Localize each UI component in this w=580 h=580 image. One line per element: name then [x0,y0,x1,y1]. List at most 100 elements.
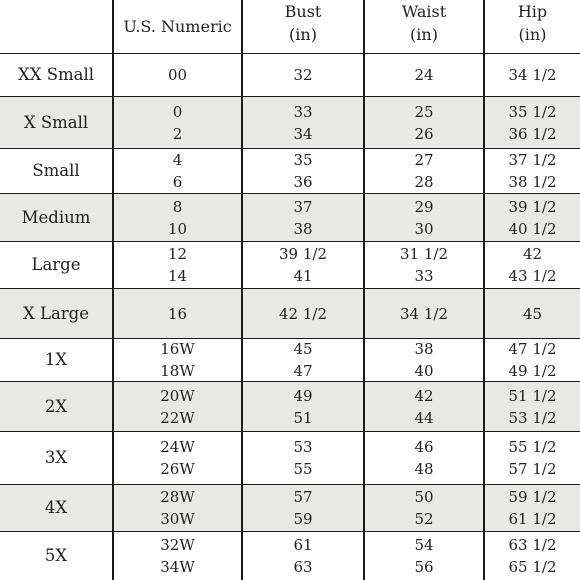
size-label-cell: Large [0,242,112,288]
numeric-value: 8 [172,197,183,216]
bust-value: 38 [293,219,313,238]
header-row: U.S. Numeric Bust (in) Waist (in) Hip (i… [0,0,580,54]
size-label: X Large [23,303,89,323]
table-row: XX Small 00 32 24 34 1/2 [0,54,580,97]
table-row: Medium 8 10 37 38 29 30 39 1/2 40 1/2 [0,194,580,242]
size-label-cell: X Large [0,289,112,338]
hip-value: 40 1/2 [508,219,557,238]
hip-cell: 37 1/2 38 1/2 [485,149,580,193]
size-label: 2X [44,396,68,416]
hip-value: 49 1/2 [508,362,557,380]
hip-cell: 42 43 1/2 [485,242,580,288]
hip-cell: 63 1/2 65 1/2 [485,532,580,580]
hip-cell: 39 1/2 40 1/2 [485,194,580,241]
bust-value: 45 [293,340,313,358]
size-label: Large [31,255,81,274]
waist-value: 24 [414,66,434,84]
size-label-cell: 3X [0,432,112,484]
header-waist-unit: (in) [410,25,438,44]
numeric-cell: 28W 30W [114,485,241,531]
numeric-value: 18W [160,362,195,380]
waist-value: 31 1/2 [400,245,448,263]
waist-value: 56 [414,558,434,576]
waist-value: 33 [414,267,434,285]
waist-cell: 27 28 [365,149,483,193]
numeric-value: 2 [172,124,183,143]
waist-cell: 50 52 [365,485,483,531]
bust-value: 57 [293,488,313,506]
header-size-cell [0,0,112,53]
header-waist-label: Waist [401,2,447,21]
hip-value: 53 1/2 [508,408,557,427]
size-label: 4X [44,498,68,517]
waist-value: 25 [414,102,434,121]
size-label: X Small [23,112,89,132]
size-label-cell: X Small [0,97,112,148]
table-row: X Large 16 42 1/2 34 1/2 45 [0,289,580,339]
numeric-value: 14 [167,267,188,285]
size-label-cell: Medium [0,194,112,241]
numeric-value: 32W [160,536,195,554]
numeric-value: 20W [160,386,195,405]
numeric-value: 6 [172,173,183,191]
waist-value: 48 [414,460,434,478]
table-row: Large 12 14 39 1/2 41 31 1/2 33 42 43 1/2 [0,242,580,289]
header-numeric-label: U.S. Numeric [123,17,232,36]
hip-value: 59 1/2 [508,488,557,506]
table-row: X Small 0 2 33 34 25 26 35 1/2 36 1/2 [0,97,580,149]
size-label-cell: XX Small [0,54,112,96]
bust-cell: 32 [243,54,363,96]
numeric-value: 10 [167,219,188,238]
size-label: 3X [44,448,68,467]
bust-value: 35 [293,151,313,169]
table-row: Small 4 6 35 36 27 28 37 1/2 38 1/2 [0,149,580,194]
bust-cell: 37 38 [243,194,363,241]
hip-value: 55 1/2 [508,438,557,456]
bust-value: 59 [293,510,313,528]
header-hip-label: Hip [517,2,548,21]
bust-value: 61 [293,536,313,554]
numeric-value: 24W [160,438,195,456]
hip-value: 35 1/2 [508,102,557,121]
waist-cell: 42 44 [365,382,483,431]
waist-cell: 34 1/2 [365,289,483,338]
hip-value: 42 [522,245,543,263]
bust-value: 63 [293,558,313,576]
bust-value: 49 [293,386,313,405]
hip-cell: 47 1/2 49 1/2 [485,339,580,381]
column-divider [241,0,243,580]
size-label: 1X [44,350,68,369]
bust-value: 33 [293,102,313,121]
bust-cell: 33 34 [243,97,363,148]
numeric-value: 26W [160,460,195,478]
hip-value: 63 1/2 [508,536,557,554]
header-bust-unit: (in) [289,25,317,44]
table-row: 4X 28W 30W 57 59 50 52 59 1/2 61 1/2 [0,485,580,532]
size-label: XX Small [17,65,95,84]
numeric-value: 22W [160,408,195,427]
bust-cell: 57 59 [243,485,363,531]
hip-value: 36 1/2 [508,124,557,143]
column-divider [363,0,365,580]
hip-value: 51 1/2 [508,386,557,405]
hip-value: 45 [522,304,543,323]
numeric-cell: 32W 34W [114,532,241,580]
table-row: 5X 32W 34W 61 63 54 56 63 1/2 65 1/2 [0,532,580,580]
numeric-cell: 16W 18W [114,339,241,381]
header-waist-cell: Waist (in) [365,0,483,53]
waist-value: 26 [414,124,434,143]
waist-cell: 25 26 [365,97,483,148]
bust-value: 53 [293,438,313,456]
bust-cell: 61 63 [243,532,363,580]
hip-value: 43 1/2 [508,267,557,285]
size-label-cell: Small [0,149,112,193]
waist-value: 28 [414,173,434,191]
numeric-cell: 20W 22W [114,382,241,431]
header-hip-unit: (in) [518,25,547,44]
column-divider [483,0,485,580]
numeric-cell: 12 14 [114,242,241,288]
numeric-value: 00 [167,66,188,84]
table-row: 1X 16W 18W 45 47 38 40 47 1/2 49 1/2 [0,339,580,382]
bust-value: 47 [293,362,313,380]
